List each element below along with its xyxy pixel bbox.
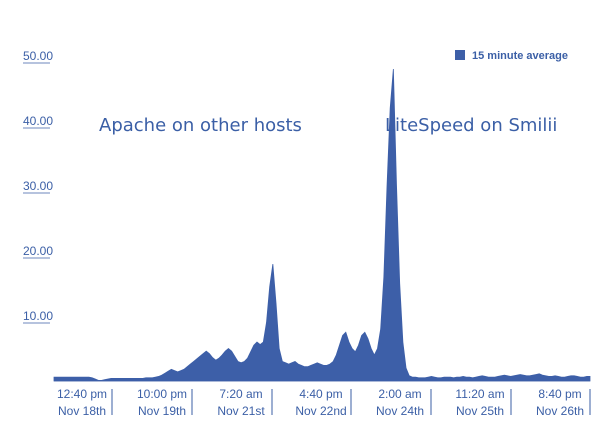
x-tick-date: Nov 18th	[58, 404, 106, 418]
y-tick-label: 10.00	[23, 309, 53, 323]
x-tick-time: 11:20 am	[455, 387, 504, 401]
legend-swatch	[455, 50, 465, 60]
x-tick-date: Nov 22nd	[295, 404, 346, 418]
series-area-15-minute-average	[53, 68, 591, 382]
x-tick-date: Nov 24th	[376, 404, 424, 418]
x-tick-time: 12:40 pm	[57, 387, 107, 401]
annotation-apache: Apache on other hosts	[99, 115, 302, 136]
x-tick-date: Nov 25th	[456, 404, 504, 418]
x-tick-date: Nov 21st	[217, 404, 265, 418]
x-tick-time: 7:20 am	[219, 387, 262, 401]
y-tick-label: 20.00	[23, 244, 53, 258]
x-tick-time: 2:00 am	[378, 387, 421, 401]
x-tick-time: 8:40 pm	[538, 387, 581, 401]
plot-area	[53, 68, 591, 382]
annotation-litespeed: LiteSpeed on Smilii	[385, 115, 557, 136]
legend: 15 minute average	[455, 50, 568, 62]
x-tick-date: Nov 26th	[536, 404, 584, 418]
x-axis-ticks: 12:40 pm Nov 18th 10:00 pm Nov 19th 7:20 am N…	[57, 387, 591, 418]
y-axis-ticks: 50.00 40.00 30.00 20.00 10.00	[23, 49, 53, 324]
y-tick-label: 30.00	[23, 179, 53, 193]
x-tick-time: 4:40 pm	[299, 387, 342, 401]
legend-label: 15 minute average	[472, 50, 568, 62]
y-tick-label: 50.00	[23, 49, 53, 63]
y-tick-label: 40.00	[23, 114, 53, 128]
x-tick-time: 10:00 pm	[137, 387, 187, 401]
x-tick-date: Nov 19th	[138, 404, 186, 418]
